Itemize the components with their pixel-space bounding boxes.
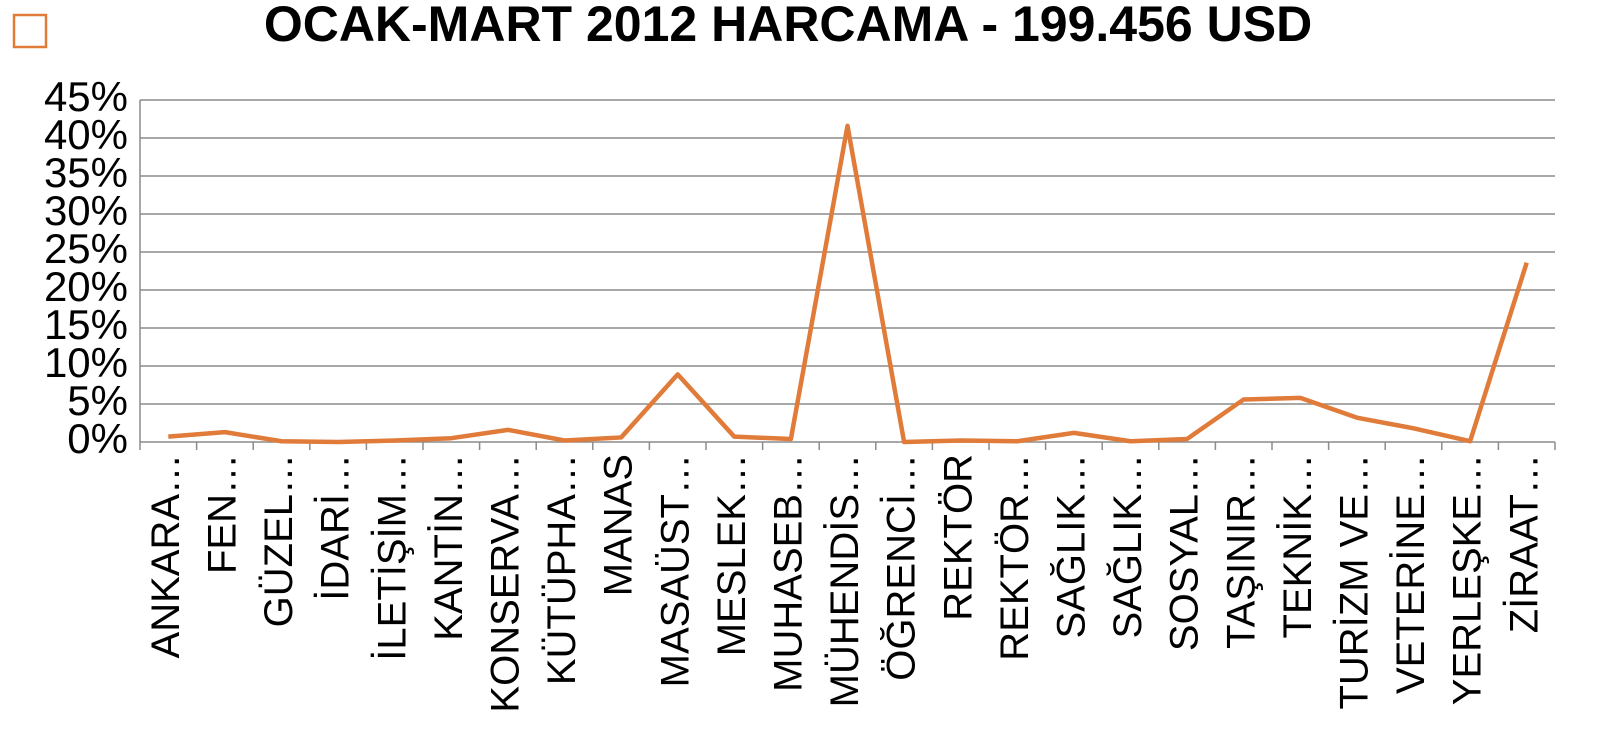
x-tick-label: TURİZM VE… [1331, 454, 1376, 710]
x-tick-label: MASAÜST… [653, 454, 697, 687]
x-tick-label: MÜHENDİS… [822, 454, 867, 707]
x-tick-label: KONSERVA… [483, 454, 527, 713]
x-tick-label: FEN… [200, 454, 244, 574]
x-tick-label: KANTİN… [426, 454, 471, 641]
x-tick-label: KÜTÜPHA… [540, 454, 584, 685]
chart-title: OCAK-MART 2012 HARCAMA - 199.456 USD [264, 0, 1312, 52]
x-tick-label: MESLEK… [710, 454, 754, 656]
y-tick-label: 10% [44, 339, 128, 386]
x-tick-label: YERLEŞKE… [1446, 454, 1490, 705]
x-tick-label: İDARİ… [313, 454, 358, 601]
x-tick-label: REKTÖR [936, 454, 980, 621]
x-tick-label: SAĞLIK… [1048, 454, 1093, 639]
x-tick-label: SOSYAL… [1163, 454, 1207, 651]
y-tick-label: 40% [44, 111, 128, 158]
y-tick-label: 25% [44, 225, 128, 272]
x-tick-label: İLETİŞİM… [369, 454, 414, 661]
data-line [168, 123, 1529, 445]
y-tick-label: 30% [44, 187, 128, 234]
x-tick-label: MUHASEB… [766, 454, 810, 692]
y-tick-label: 20% [44, 263, 128, 310]
x-tick-label: VETERİNE… [1388, 454, 1433, 694]
y-tick-label: 5% [67, 377, 128, 424]
x-tick-label: ZİRAAT… [1501, 454, 1546, 633]
y-tick-label: 0% [67, 415, 128, 462]
x-tick-label: ANKARA… [144, 454, 188, 659]
x-tick-label: SAĞLIK… [1105, 454, 1150, 639]
bullet-icon [12, 13, 48, 49]
x-tick-label: ÖĞRENCİ… [879, 454, 924, 681]
x-tick-label: MANAS [597, 454, 641, 596]
x-tick-label: TEKNİK… [1275, 454, 1320, 638]
x-tick-label: TAŞINIR… [1219, 454, 1263, 649]
y-tick-label: 15% [44, 301, 128, 348]
y-tick-label: 45% [44, 73, 128, 120]
x-tick-label: GÜZEL… [257, 454, 301, 627]
x-tick-label: REKTÖR… [993, 454, 1037, 661]
y-tick-label: 35% [44, 149, 128, 196]
